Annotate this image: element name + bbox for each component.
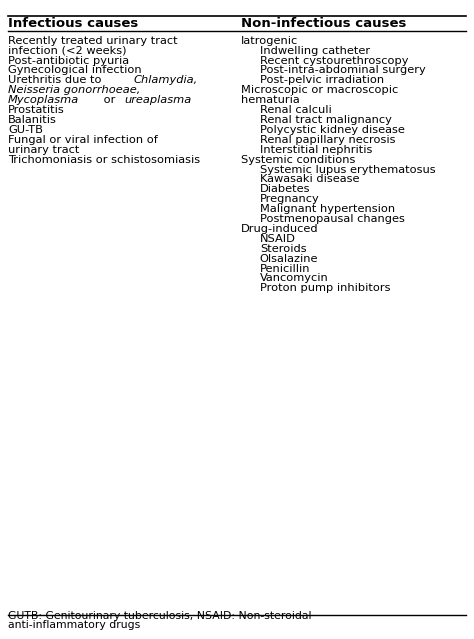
Text: or: or <box>100 95 119 105</box>
Text: Post-pelvic irradiation: Post-pelvic irradiation <box>260 75 384 86</box>
Text: NSAID: NSAID <box>260 234 296 244</box>
Text: Fungal or viral infection of: Fungal or viral infection of <box>8 135 158 145</box>
Text: GUTB: Genitourinary tuberculosis, NSAID: Non-steroidal: GUTB: Genitourinary tuberculosis, NSAID:… <box>8 611 311 621</box>
Text: Trichomoniasis or schistosomiasis: Trichomoniasis or schistosomiasis <box>8 155 200 165</box>
Text: Postmenopausal changes: Postmenopausal changes <box>260 214 405 224</box>
Text: Post-intra-abdominal surgery: Post-intra-abdominal surgery <box>260 65 426 75</box>
Text: Interstitial nephritis: Interstitial nephritis <box>260 144 372 155</box>
Text: Olsalazine: Olsalazine <box>260 254 318 264</box>
Text: anti-inflammatory drugs: anti-inflammatory drugs <box>8 620 140 630</box>
Text: GU-TB: GU-TB <box>8 125 43 135</box>
Text: urinary tract: urinary tract <box>8 144 80 155</box>
Text: Recent cystourethroscopy: Recent cystourethroscopy <box>260 56 408 66</box>
Text: Kawasaki disease: Kawasaki disease <box>260 174 359 185</box>
Text: Diabetes: Diabetes <box>260 184 310 194</box>
Text: Gynecological infection: Gynecological infection <box>8 65 142 75</box>
Text: Polycystic kidney disease: Polycystic kidney disease <box>260 125 405 135</box>
Text: Vancomycin: Vancomycin <box>260 273 328 284</box>
Text: Systemic lupus erythematosus: Systemic lupus erythematosus <box>260 164 436 174</box>
Text: Balanitis: Balanitis <box>8 115 57 125</box>
Text: Microscopic or macroscopic: Microscopic or macroscopic <box>241 85 398 95</box>
Text: hematuria: hematuria <box>241 95 300 105</box>
Text: Indwelling catheter: Indwelling catheter <box>260 45 370 56</box>
Text: Iatrogenic: Iatrogenic <box>241 36 298 46</box>
Text: infection (<2 weeks): infection (<2 weeks) <box>8 45 127 56</box>
Text: Chlamydia,: Chlamydia, <box>133 75 198 86</box>
Text: Recently treated urinary tract: Recently treated urinary tract <box>8 36 178 46</box>
Text: Systemic conditions: Systemic conditions <box>241 155 355 165</box>
Text: Penicillin: Penicillin <box>260 263 310 273</box>
Text: Urethritis due to: Urethritis due to <box>8 75 105 86</box>
Text: Renal calculi: Renal calculi <box>260 105 331 115</box>
Text: Post-antibiotic pyuria: Post-antibiotic pyuria <box>8 56 129 66</box>
Text: Infectious causes: Infectious causes <box>8 17 138 30</box>
Text: Renal tract malignancy: Renal tract malignancy <box>260 115 392 125</box>
Text: Steroids: Steroids <box>260 243 306 254</box>
Text: Non-infectious causes: Non-infectious causes <box>241 17 406 30</box>
Text: Pregnancy: Pregnancy <box>260 194 319 204</box>
Text: Mycoplasma: Mycoplasma <box>8 95 79 105</box>
Text: Prostatitis: Prostatitis <box>8 105 65 115</box>
Text: Drug-induced: Drug-induced <box>241 224 319 234</box>
Text: Neisseria gonorrhoeae,: Neisseria gonorrhoeae, <box>8 85 140 95</box>
Text: ureaplasma: ureaplasma <box>125 95 192 105</box>
Text: Proton pump inhibitors: Proton pump inhibitors <box>260 283 390 293</box>
Text: Malignant hypertension: Malignant hypertension <box>260 204 395 214</box>
Text: Renal papillary necrosis: Renal papillary necrosis <box>260 135 395 145</box>
